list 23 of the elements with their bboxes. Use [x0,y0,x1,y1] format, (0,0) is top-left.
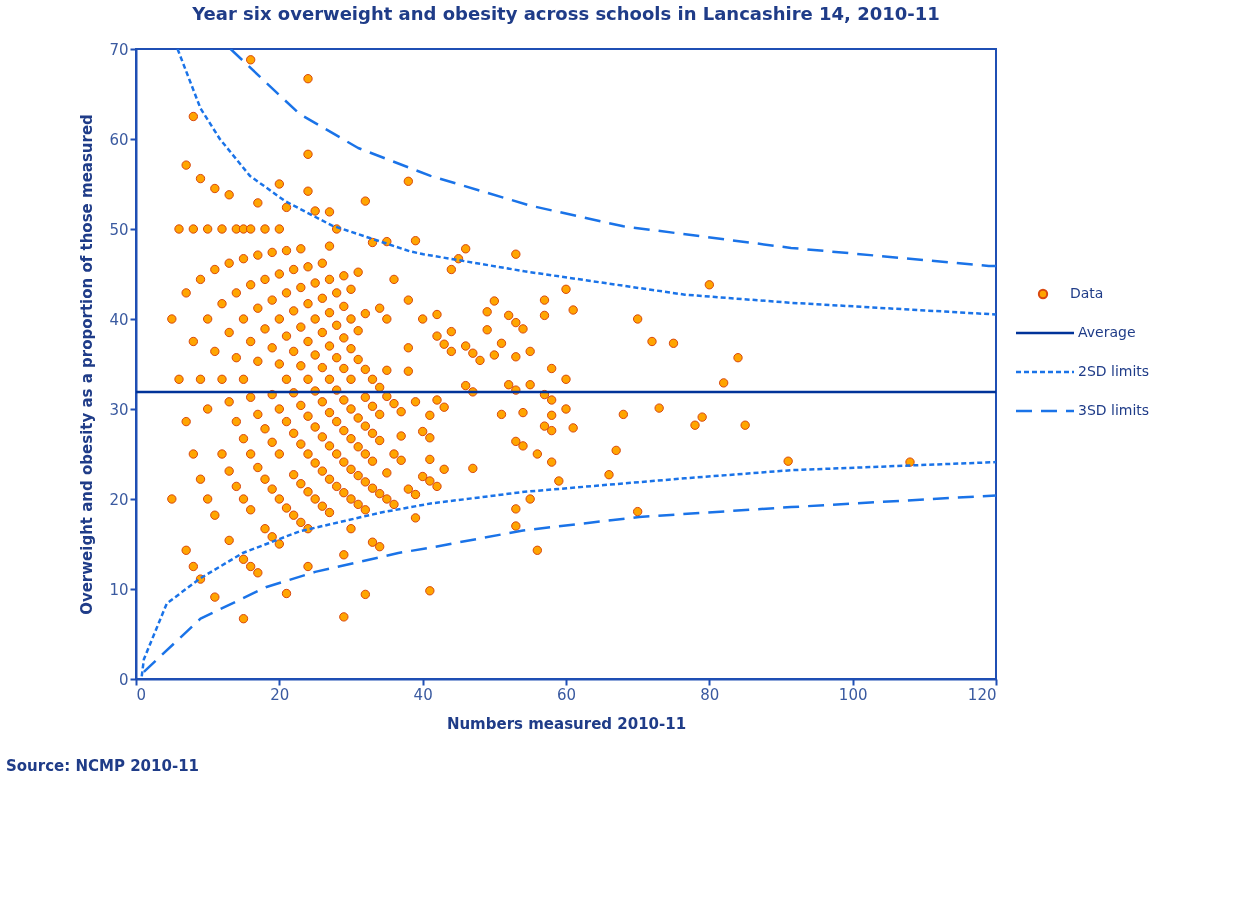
y-tick-label: 40 [109,310,129,329]
source-note: Source: NCMP 2010-11 [6,757,200,775]
y-tick-label: 0 [118,670,129,689]
y-axis-title: Overweight and obesity as a proportion of those measured [78,114,97,615]
y-tick-label: 30 [109,400,129,419]
y-tick-label: 70 [109,40,129,59]
legend-label: Average [1078,324,1136,340]
y-tick-label: 60 [109,130,129,149]
x-tick-label: 20 [270,685,290,704]
y-tick-label: 20 [109,490,129,509]
legend-label: Data [1070,285,1104,301]
legend-label: 3SD limits [1078,402,1150,418]
x-tick-label: 100 [838,685,868,704]
x-tick-label: 120 [967,685,997,704]
x-tick-label: 80 [700,685,720,704]
chart-title: Year six overweight and obesity across schools in Lancashire 14, 2010-11 [191,3,940,24]
x-tick-label: 0 [136,685,147,704]
y-tick-label: 50 [109,220,129,239]
y-tick-label: 10 [109,580,129,599]
x-tick-label: 60 [556,685,577,704]
x-axis-title: Numbers measured 2010-11 [446,714,687,733]
x-tick-label: 40 [413,685,433,704]
legend-label: 2SD limits [1078,363,1150,379]
